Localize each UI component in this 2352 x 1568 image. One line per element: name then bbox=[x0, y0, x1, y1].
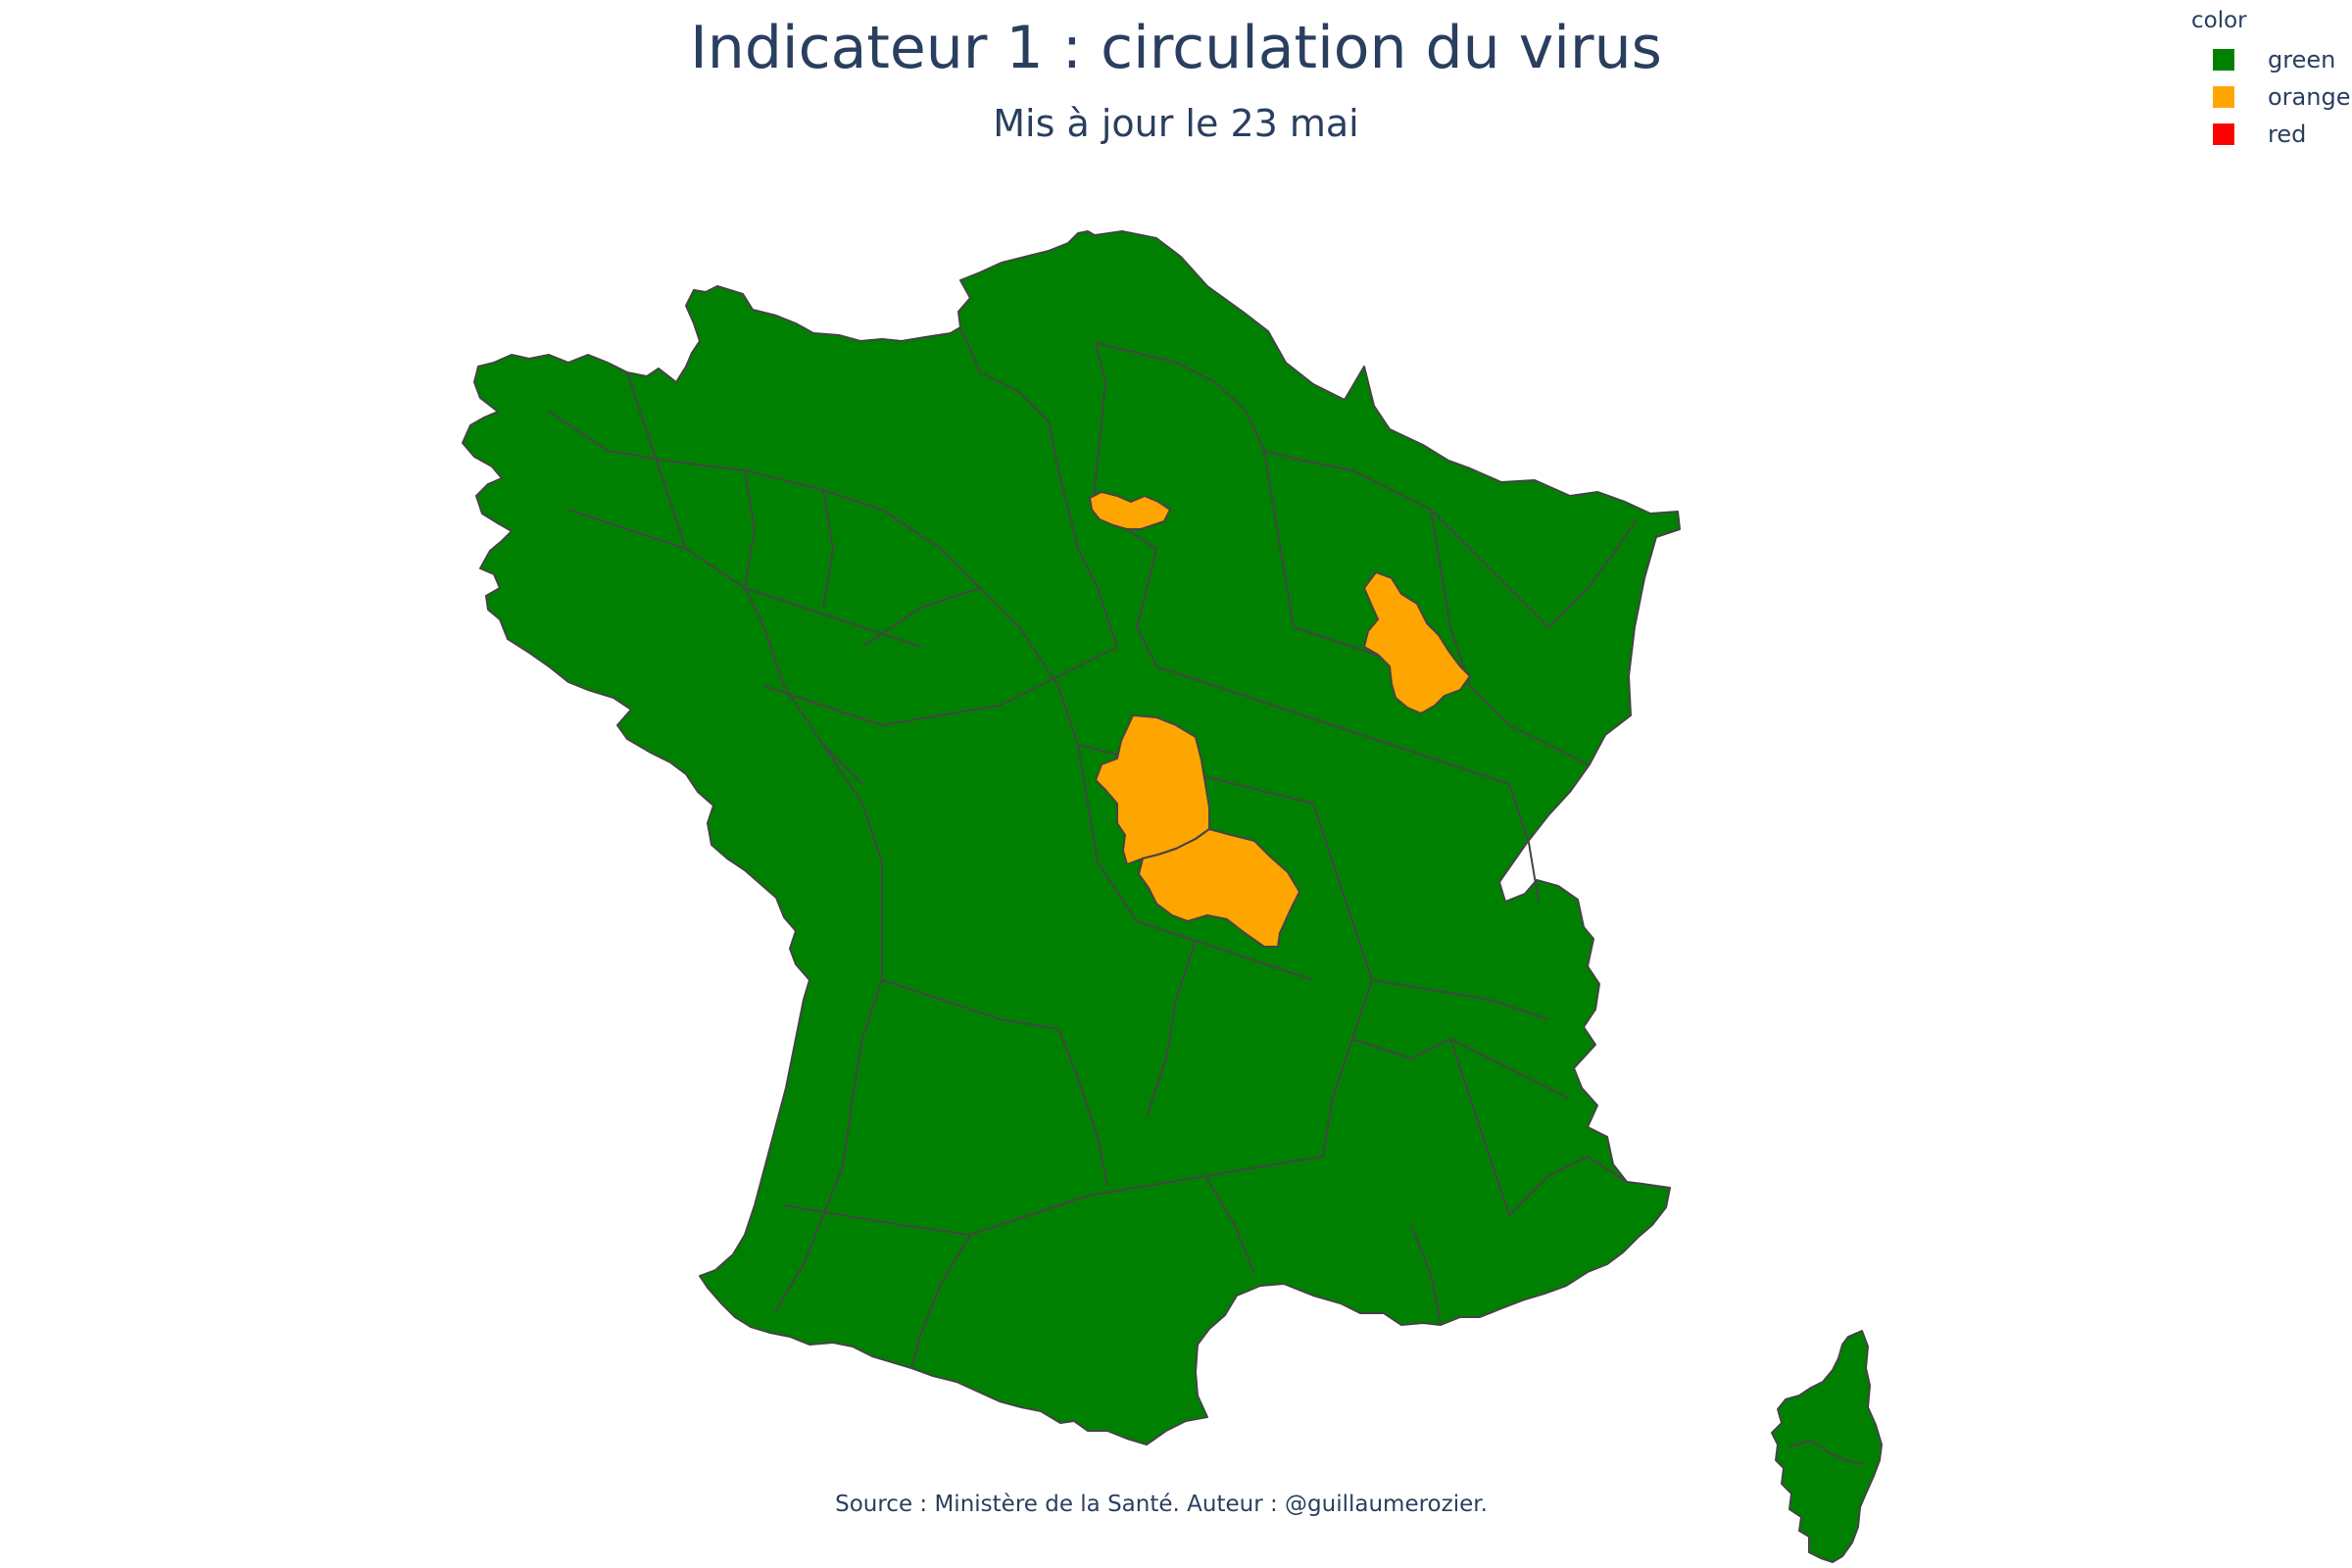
legend-swatch-orange bbox=[2213, 86, 2234, 108]
legend-item-green[interactable]: green bbox=[2181, 41, 2348, 78]
chart-title: Indicateur 1 : circulation du virus bbox=[690, 14, 1662, 82]
legend-title: color bbox=[2191, 8, 2247, 33]
legend-swatch-red bbox=[2213, 123, 2234, 145]
legend-item-orange[interactable]: orange bbox=[2181, 78, 2351, 116]
legend-label-orange: orange bbox=[2268, 83, 2351, 111]
region-mainland-france[interactable] bbox=[462, 230, 1681, 1446]
legend-item-red[interactable]: red bbox=[2181, 116, 2348, 153]
chart-subtitle: Mis à jour le 23 mai bbox=[993, 102, 1359, 145]
region-haute-marne[interactable] bbox=[1363, 571, 1471, 714]
department-borders bbox=[548, 326, 1638, 1369]
legend-swatch-green bbox=[2213, 49, 2234, 71]
corsica-department-border bbox=[1788, 1439, 1865, 1465]
region-allier[interactable] bbox=[1138, 828, 1300, 948]
source-caption: Source : Ministère de la Santé. Auteur :… bbox=[835, 1492, 1488, 1517]
legend-label-green: green bbox=[2268, 46, 2336, 74]
region-corsica[interactable] bbox=[1771, 1330, 1883, 1563]
legend: color green orange red bbox=[2181, 8, 2351, 153]
region-val-d-oise[interactable] bbox=[1089, 491, 1171, 530]
legend-label-red: red bbox=[2268, 121, 2307, 148]
